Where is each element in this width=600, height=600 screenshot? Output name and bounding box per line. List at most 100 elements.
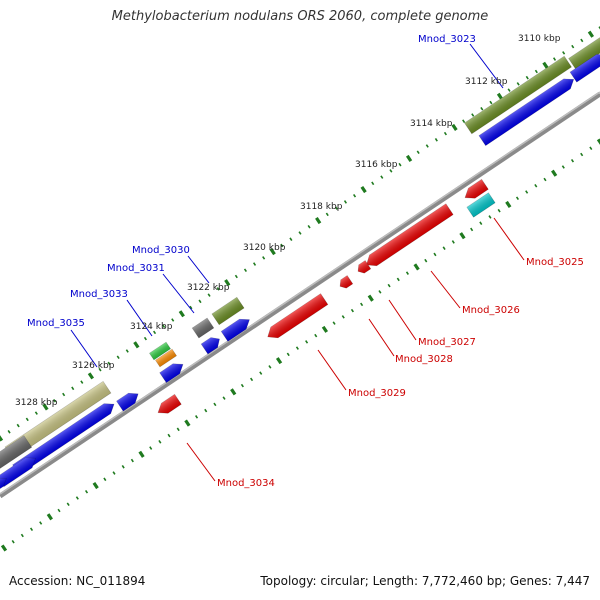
tick-label-3124: 3124 kbp (130, 322, 173, 332)
gene-label-mnod-3033[interactable]: Mnod_3033 (70, 289, 128, 300)
upper-rail-minor-tick (398, 162, 402, 167)
feature-mnod-3026-cds[interactable] (363, 203, 454, 270)
lower-rail-minor-tick (250, 377, 254, 382)
upper-rail-minor-tick (262, 256, 266, 260)
feature-mnod-3022-gene[interactable] (568, 30, 600, 70)
feature-mnod-3030-cds[interactable] (220, 315, 253, 342)
genome-backbone (0, 91, 600, 499)
lower-rail-minor-tick (387, 283, 391, 288)
gene-label-mnod-3030[interactable]: Mnod_3030 (132, 245, 190, 256)
upper-rail-major-tick (542, 61, 549, 69)
lower-rail-minor-tick (112, 471, 116, 475)
lower-rail-minor-tick (424, 258, 428, 263)
upper-rail-minor-tick (162, 324, 166, 328)
lower-tick-rail (0, 138, 600, 552)
lower-rail-minor-tick (589, 146, 593, 151)
feature-mnod-3033-gene[interactable] (149, 341, 171, 361)
feature-mnod-3023-cds[interactable] (478, 74, 577, 146)
tick-label-3118: 3118 kbp (300, 202, 343, 212)
upper-rail-major-tick (42, 403, 49, 411)
feature-mnod-3023-gene[interactable] (464, 55, 572, 135)
feature-mnod-3028-cds[interactable] (337, 275, 354, 291)
upper-rail-minor-tick (516, 82, 520, 86)
feature-mnod-3034a-cds[interactable] (116, 389, 142, 412)
upper-rail-minor-tick (343, 200, 348, 204)
genome-title: Methylobacterium nodulans ORS 2060, comp… (111, 9, 489, 24)
upper-rail-minor-tick (480, 106, 484, 111)
leader-mnod-3031 (162, 273, 195, 314)
feature-mnod-3034-cds[interactable] (155, 393, 182, 417)
leader-mnod-3033 (126, 299, 153, 337)
lower-rail-minor-tick (57, 508, 61, 513)
feature-mnod-3031-cds[interactable] (200, 334, 223, 355)
lower-rail-minor-tick (295, 346, 299, 350)
lower-rail-minor-tick (314, 333, 318, 338)
feature-mnod-3037-cds[interactable] (0, 474, 9, 495)
gene-label-mnod-3031[interactable]: Mnod_3031 (107, 263, 165, 274)
gene-label-mnod-3035[interactable]: Mnod_3035 (27, 318, 85, 329)
upper-rail-minor-tick (243, 268, 248, 273)
lower-rail-major-tick (275, 357, 283, 365)
upper-rail-minor-tick (525, 75, 529, 80)
lower-rail-minor-tick (332, 321, 336, 325)
leader-mnod-3030 (187, 255, 210, 284)
feature-mnod-3032-cds[interactable] (159, 359, 187, 384)
upper-rail-minor-tick (280, 243, 284, 248)
lower-rail-minor-tick (259, 371, 263, 375)
feature-mnod-3024-cds[interactable] (462, 178, 489, 202)
lower-rail-minor-tick (470, 227, 474, 232)
lower-rail-minor-tick (396, 277, 400, 282)
upper-rail-major-tick (451, 123, 458, 131)
lower-rail-minor-tick (167, 433, 171, 438)
lower-rail-major-tick (46, 513, 53, 521)
gene-label-mnod-3034[interactable]: Mnod_3034 (217, 478, 275, 489)
feature-mnod-3036-gene[interactable] (0, 435, 33, 469)
feature-mnod-3033-rna[interactable] (155, 348, 177, 368)
feature-track (0, 30, 600, 495)
upper-rail-minor-tick (16, 423, 20, 428)
lower-rail-major-tick (459, 232, 466, 240)
gene-label-mnod-3025[interactable]: Mnod_3025 (526, 257, 584, 268)
feature-mnod-3025-cds[interactable] (466, 192, 496, 218)
feature-mnod-3030-gene[interactable] (211, 296, 245, 326)
gene-label-mnod-3028[interactable]: Mnod_3028 (395, 354, 453, 365)
gene-label-mnod-3023[interactable]: Mnod_3023 (418, 34, 476, 45)
upper-rail-minor-tick (107, 361, 111, 366)
gene-label-mnod-3027[interactable]: Mnod_3027 (418, 337, 476, 348)
gene-label-mnod-3029[interactable]: Mnod_3029 (348, 388, 406, 399)
feature-mnod-3022-cds[interactable] (569, 50, 600, 83)
lower-rail-major-tick (92, 481, 99, 490)
lower-rail-minor-tick (268, 365, 272, 369)
upper-rail-major-tick (269, 248, 276, 256)
lower-rail-major-tick (505, 200, 512, 209)
upper-rail-major-tick (0, 434, 4, 442)
upper-rail-minor-tick (52, 398, 57, 403)
upper-rail-minor-tick (534, 69, 538, 74)
leader-mnod-3027 (388, 299, 417, 341)
upper-rail-minor-tick (171, 318, 175, 322)
lower-rail-minor-tick (350, 308, 354, 313)
lower-rail-minor-tick (360, 302, 364, 307)
upper-rail-minor-tick (443, 131, 448, 136)
upper-rail-major-tick (315, 217, 322, 225)
lower-rail-minor-tick (515, 196, 520, 200)
upper-rail-minor-tick (352, 193, 357, 198)
lower-rail-minor-tick (39, 521, 43, 525)
upper-rail-minor-tick (62, 392, 66, 397)
upper-rail-major-tick (224, 279, 231, 287)
lower-rail-minor-tick (66, 502, 70, 507)
feature-mnod-3027-cds[interactable] (355, 260, 372, 276)
feature-mnod-3031-gene[interactable] (191, 317, 215, 339)
gene-label-mnod-3026[interactable]: Mnod_3026 (462, 305, 520, 316)
upper-rail-minor-tick (207, 293, 211, 297)
accession-text: Accession: NC_011894 (9, 574, 146, 588)
upper-rail-major-tick (87, 372, 95, 380)
upper-rail-minor-tick (462, 119, 466, 123)
upper-rail-major-tick (133, 341, 140, 349)
lower-rail-minor-tick (204, 408, 208, 413)
tick-label-3114: 3114 kbp (410, 119, 453, 129)
feature-mnod-3029-cds[interactable] (264, 293, 329, 343)
upper-rail-major-tick (405, 154, 413, 163)
upper-rail-minor-tick (580, 38, 584, 43)
upper-rail-minor-tick (416, 150, 420, 155)
